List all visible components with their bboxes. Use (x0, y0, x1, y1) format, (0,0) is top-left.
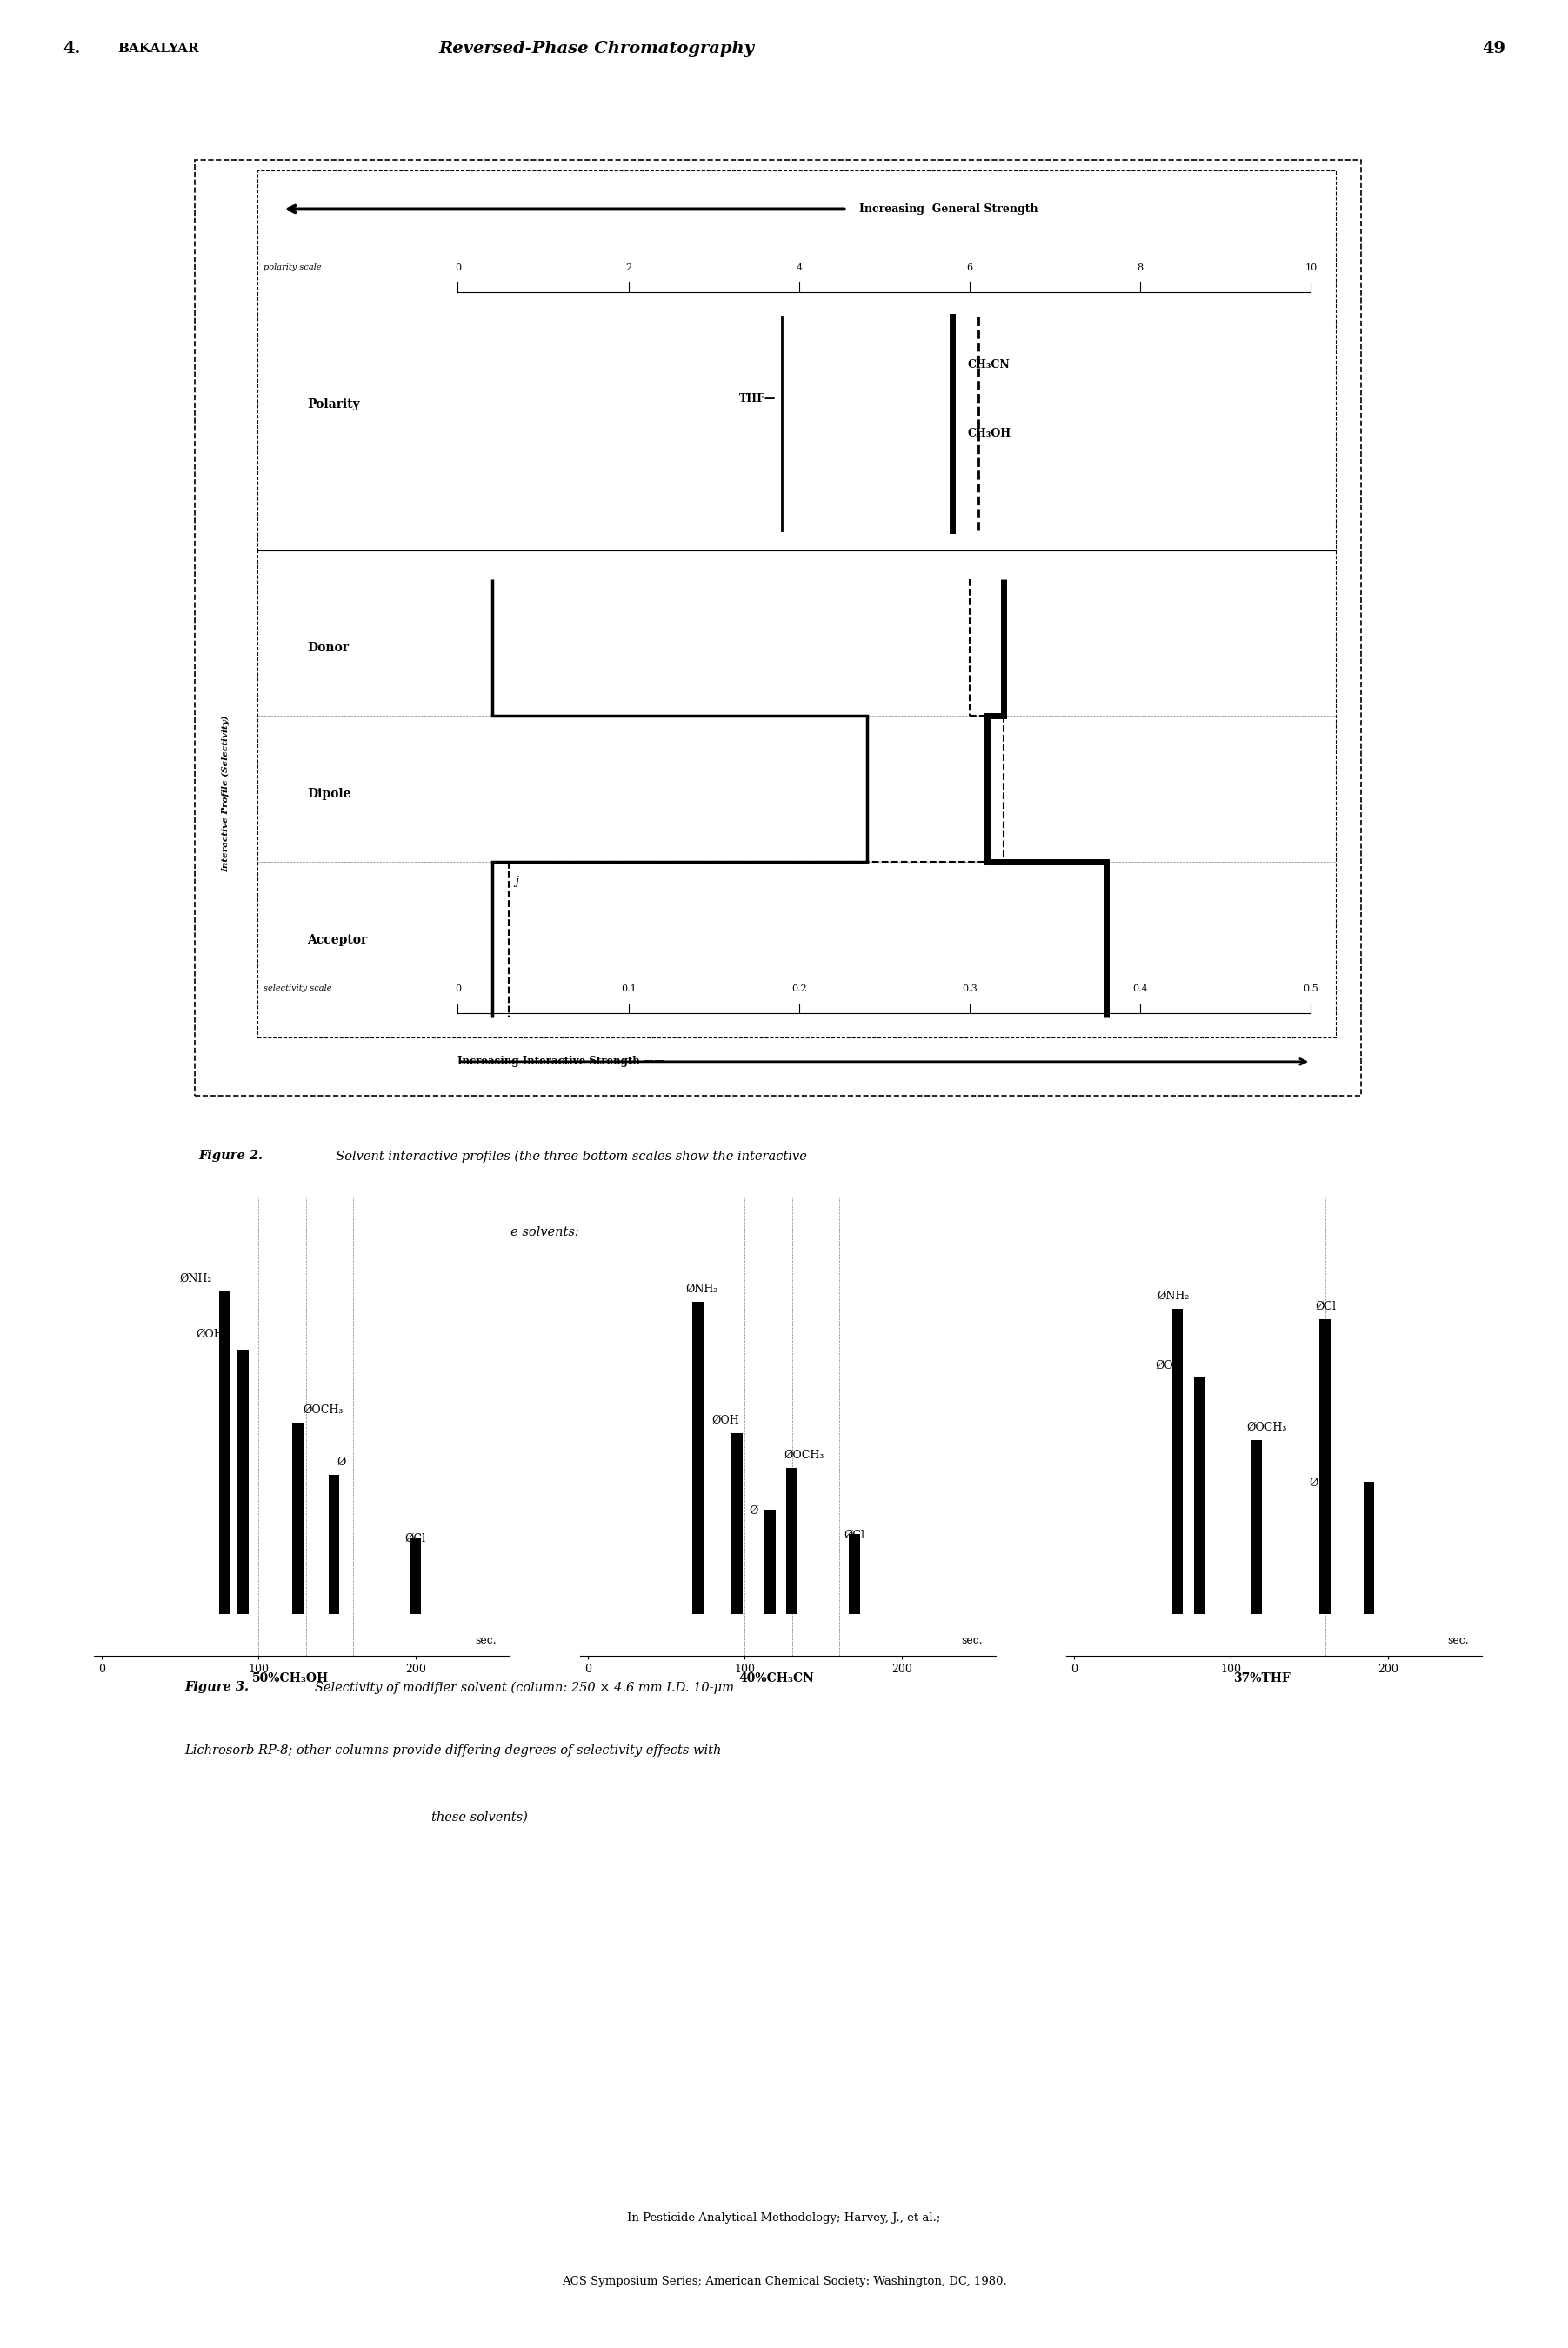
Bar (257, 169, 1336, 549)
Text: ØCl: ØCl (405, 1533, 425, 1545)
Bar (732, 1432, 743, 1613)
Text: ØNH₂: ØNH₂ (1157, 1291, 1190, 1301)
Text: 2: 2 (626, 263, 632, 272)
Text: 0.1: 0.1 (621, 984, 637, 993)
Text: BAKALYAR: BAKALYAR (118, 42, 199, 54)
Text: 10: 10 (1305, 263, 1317, 272)
Text: Ø: Ø (750, 1505, 759, 1517)
Text: 0.2: 0.2 (792, 984, 808, 993)
Bar (293, 1423, 304, 1613)
Bar (238, 1350, 248, 1613)
Text: 4: 4 (797, 263, 803, 272)
Text: Increasing Interactive Strength ——: Increasing Interactive Strength —— (458, 1057, 665, 1068)
Bar (850, 1533, 859, 1613)
Text: ØOH: ØOH (1156, 1359, 1184, 1371)
Bar (1195, 1378, 1206, 1613)
Text: 49: 49 (1482, 42, 1505, 56)
Bar (693, 1301, 702, 1613)
Text: j: j (516, 876, 519, 888)
Text: ØNH₂: ØNH₂ (685, 1284, 718, 1294)
Text: these solvents): these solvents) (431, 1813, 527, 1824)
Text: Polarity: Polarity (307, 397, 361, 411)
Text: Lichrosorb RP-8; other columns provide differing degrees of selectivity effects : Lichrosorb RP-8; other columns provide d… (185, 1745, 721, 1756)
Text: 8: 8 (1137, 263, 1143, 272)
Text: Ø: Ø (337, 1456, 347, 1468)
Text: 0: 0 (455, 263, 461, 272)
Bar (411, 1538, 420, 1613)
Text: Solvent interactive profiles (the three bottom scales show the interactive: Solvent interactive profiles (the three … (328, 1151, 808, 1162)
Text: sec.: sec. (961, 1634, 983, 1646)
Text: sec.: sec. (1447, 1634, 1469, 1646)
Bar (1320, 1320, 1331, 1613)
Text: 6: 6 (966, 263, 972, 272)
Text: strengths of the solvents: hydrogen donor, hydrogen acceptor, and dipole): strengths of the solvents: hydrogen dono… (416, 1226, 892, 1240)
Bar (1364, 1482, 1375, 1613)
Text: Figure 2.: Figure 2. (199, 1151, 263, 1162)
Text: selectivity scale: selectivity scale (263, 984, 332, 993)
Text: ØOCH₃: ØOCH₃ (303, 1404, 343, 1416)
Text: Donor: Donor (307, 641, 350, 653)
Text: Dipole: Dipole (307, 787, 351, 801)
Bar (329, 1475, 339, 1613)
Bar (257, 549, 1336, 1038)
Text: 0: 0 (455, 984, 461, 993)
Text: polarity scale: polarity scale (263, 263, 321, 272)
Text: 50%CH₃OH: 50%CH₃OH (252, 1672, 328, 1686)
Text: Increasing  General Strength: Increasing General Strength (859, 204, 1038, 214)
Text: In Pesticide Analytical Methodology; Harvey, J., et al.;: In Pesticide Analytical Methodology; Har… (627, 2212, 941, 2224)
Bar (1173, 1308, 1184, 1613)
Text: 0.5: 0.5 (1303, 984, 1319, 993)
Text: ØOH: ØOH (196, 1329, 224, 1341)
Text: Acceptor: Acceptor (307, 935, 367, 946)
Text: CH₃OH: CH₃OH (967, 427, 1011, 439)
Text: 37%THF: 37%THF (1234, 1672, 1290, 1686)
Text: ØOCH₃: ØOCH₃ (784, 1449, 825, 1460)
Text: Interactive Profile (Selectivity): Interactive Profile (Selectivity) (221, 716, 230, 871)
Text: sec.: sec. (475, 1634, 497, 1646)
Text: CH₃CN: CH₃CN (967, 359, 1010, 371)
Text: Selectivity of modifier solvent (column: 250 × 4.6 mm I.D. 10-μm: Selectivity of modifier solvent (column:… (303, 1681, 734, 1693)
Text: 40%CH₃CN: 40%CH₃CN (739, 1672, 814, 1686)
Text: ØCl: ØCl (1316, 1301, 1336, 1313)
Text: Figure 3.: Figure 3. (185, 1681, 249, 1693)
Text: 4.: 4. (63, 42, 80, 56)
Text: 0.3: 0.3 (961, 984, 977, 993)
Text: 0.4: 0.4 (1132, 984, 1148, 993)
Text: Reversed-Phase Chromatography: Reversed-Phase Chromatography (439, 42, 754, 56)
Text: ACS Symposium Series; American Chemical Society: Washington, DC, 1980.: ACS Symposium Series; American Chemical … (561, 2275, 1007, 2287)
Text: ØOH: ØOH (712, 1416, 740, 1428)
Bar (787, 1468, 798, 1613)
Text: ØNH₂: ØNH₂ (179, 1273, 212, 1284)
Text: THF—: THF— (739, 394, 776, 404)
Bar (1251, 1439, 1262, 1613)
Bar (220, 1291, 230, 1613)
Text: Ø: Ø (1309, 1477, 1319, 1489)
Text: ØOCH₃: ØOCH₃ (1247, 1423, 1287, 1432)
Bar (765, 1510, 775, 1613)
Text: ØCl: ØCl (844, 1529, 864, 1540)
